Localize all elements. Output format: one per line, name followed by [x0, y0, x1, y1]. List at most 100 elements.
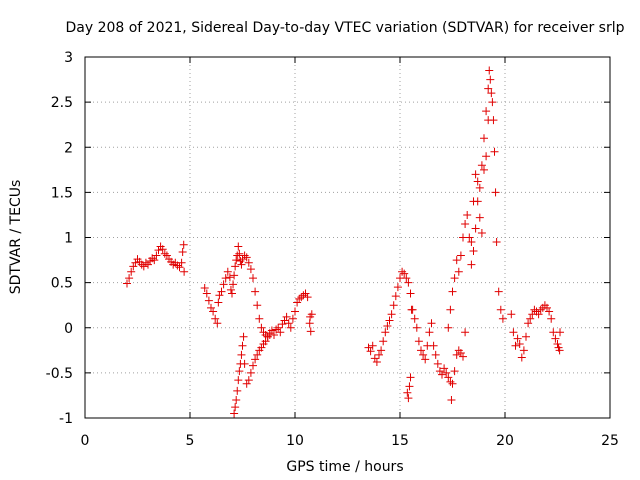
- data-point: [225, 273, 234, 282]
- data-point: [217, 287, 226, 296]
- data-point: [526, 314, 535, 323]
- data-point: [204, 296, 213, 305]
- data-point: [405, 382, 414, 391]
- data-point: [242, 253, 251, 262]
- data-point: [440, 364, 449, 373]
- data-point: [293, 298, 302, 307]
- data-point: [282, 312, 291, 321]
- data-point: [509, 328, 518, 337]
- data-point: [398, 267, 407, 276]
- data-point: [233, 251, 242, 260]
- data-point: [139, 262, 148, 271]
- data-point: [417, 346, 425, 355]
- y-tick-label: 1: [64, 231, 73, 247]
- data-point: [202, 289, 211, 298]
- data-point: [400, 269, 409, 278]
- data-point: [427, 319, 436, 328]
- data-point: [251, 355, 260, 364]
- y-tick-label: 2.5: [51, 95, 73, 111]
- y-tick-label: 0: [64, 321, 73, 337]
- data-point: [211, 314, 220, 323]
- data-point: [246, 368, 255, 377]
- data-point: [368, 341, 377, 350]
- data-point: [180, 267, 189, 276]
- data-point: [465, 233, 474, 242]
- x-tick-label: 15: [391, 433, 409, 449]
- data-point: [391, 292, 400, 301]
- data-point: [272, 325, 281, 334]
- data-point: [233, 386, 242, 395]
- data-point: [235, 249, 244, 258]
- data-point: [491, 188, 500, 197]
- data-point: [444, 323, 453, 332]
- data-point: [179, 240, 188, 249]
- data-point: [249, 274, 257, 283]
- data-point: [545, 307, 554, 316]
- data-point: [274, 323, 283, 332]
- data-point: [454, 267, 463, 276]
- data-point: [267, 326, 276, 335]
- x-tick-label: 20: [496, 433, 514, 449]
- data-point: [435, 367, 444, 376]
- data-point: [127, 267, 136, 276]
- data-point: [406, 289, 415, 298]
- data-point: [513, 334, 522, 343]
- data-point: [235, 367, 244, 376]
- data-point: [522, 332, 530, 341]
- data-point: [519, 346, 528, 355]
- data-point: [239, 332, 248, 341]
- data-point: [403, 388, 412, 397]
- grid-lines: [85, 57, 610, 418]
- data-point: [471, 224, 480, 233]
- data-point: [246, 265, 255, 274]
- data-point: [450, 274, 459, 283]
- data-point: [494, 287, 503, 296]
- data-point: [240, 359, 249, 368]
- data-point: [475, 183, 484, 192]
- data-point: [410, 314, 419, 323]
- data-point: [150, 256, 159, 265]
- data-point: [232, 256, 241, 265]
- data-point: [238, 341, 247, 350]
- data-point: [288, 314, 297, 323]
- data-point: [244, 258, 253, 267]
- data-point: [467, 260, 476, 269]
- data-point: [244, 376, 253, 385]
- data-point: [306, 327, 315, 336]
- data-points: [123, 66, 565, 418]
- x-tick-label: 10: [286, 433, 304, 449]
- data-point: [414, 337, 423, 346]
- data-point: [209, 307, 218, 316]
- data-point: [123, 279, 131, 288]
- data-point: [412, 323, 421, 332]
- data-point: [456, 349, 465, 358]
- data-point: [234, 242, 243, 251]
- data-point: [257, 323, 266, 332]
- data-point: [448, 379, 457, 388]
- data-point: [253, 350, 262, 359]
- data-point: [534, 310, 543, 319]
- data-point: [173, 261, 182, 270]
- data-point: [219, 280, 228, 289]
- data-point: [284, 319, 293, 328]
- data-point: [370, 354, 379, 363]
- data-point: [473, 177, 482, 186]
- data-point: [496, 305, 505, 314]
- data-point: [387, 310, 396, 319]
- data-point: [549, 328, 558, 337]
- data-point: [431, 350, 440, 359]
- data-point: [231, 403, 240, 412]
- y-tick-label: 0.5: [51, 276, 73, 292]
- data-point: [442, 368, 451, 377]
- data-point: [299, 291, 308, 300]
- y-axis-label: SDTVAR / TECUs: [8, 180, 24, 295]
- data-point: [379, 337, 388, 346]
- data-point: [125, 274, 134, 283]
- data-point: [364, 343, 373, 352]
- data-point: [372, 358, 381, 367]
- data-point: [385, 316, 394, 325]
- data-point: [229, 280, 238, 289]
- data-point: [477, 161, 486, 170]
- data-point: [231, 262, 240, 271]
- data-point: [148, 254, 157, 263]
